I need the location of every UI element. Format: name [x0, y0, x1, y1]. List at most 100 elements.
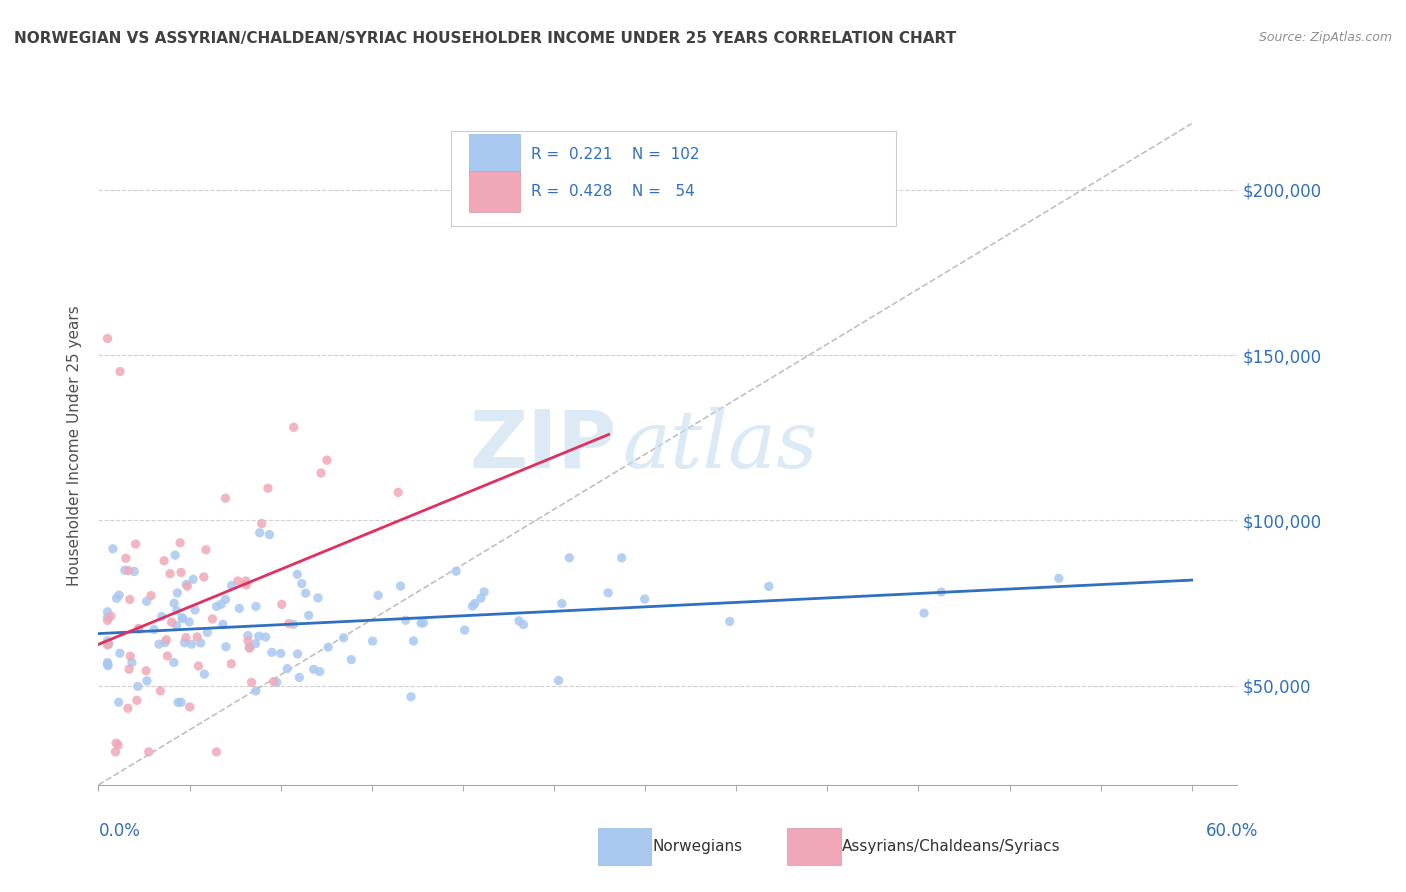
Point	[250, 516, 273, 531]
Point	[266, 675, 288, 690]
Point	[128, 622, 150, 636]
Text: R =  0.428    N =   54: R = 0.428 N = 54	[531, 185, 695, 199]
Point	[283, 420, 305, 434]
Point	[277, 616, 299, 631]
Point	[214, 491, 236, 506]
Point	[117, 701, 139, 715]
Point	[163, 656, 186, 670]
Point	[214, 592, 236, 607]
Point	[170, 695, 193, 709]
Point	[240, 675, 263, 690]
Point	[395, 613, 418, 627]
Point	[598, 586, 620, 600]
Point	[235, 574, 257, 588]
Point	[108, 365, 131, 379]
Text: NORWEGIAN VS ASSYRIAN/CHALDEAN/SYRIAC HOUSEHOLDER INCOME UNDER 25 YEARS CORRELAT: NORWEGIAN VS ASSYRIAN/CHALDEAN/SYRIAC HO…	[14, 31, 956, 46]
Point	[247, 629, 270, 643]
Point	[444, 564, 467, 578]
Point	[245, 599, 267, 614]
Point	[114, 551, 136, 566]
Point	[96, 638, 118, 652]
Point	[239, 641, 262, 656]
FancyBboxPatch shape	[468, 134, 520, 175]
Point	[472, 585, 495, 599]
Point	[294, 586, 316, 600]
Point	[399, 690, 422, 704]
Point	[470, 591, 492, 606]
Point	[508, 614, 530, 628]
Point	[166, 586, 188, 600]
Point	[190, 636, 212, 650]
Point	[96, 332, 118, 346]
Point	[270, 598, 292, 612]
Point	[257, 481, 280, 495]
Point	[298, 608, 321, 623]
Point	[547, 673, 569, 688]
Point	[117, 564, 139, 578]
Text: 60.0%: 60.0%	[1206, 822, 1258, 840]
Point	[316, 453, 339, 467]
Point	[634, 592, 657, 607]
FancyBboxPatch shape	[451, 131, 896, 226]
Point	[412, 615, 434, 630]
Point	[120, 649, 142, 664]
Point	[127, 622, 149, 636]
Point	[150, 609, 173, 624]
Point	[332, 631, 354, 645]
Point	[135, 673, 157, 688]
Point	[215, 640, 238, 654]
Point	[340, 652, 363, 666]
Point	[107, 738, 129, 752]
Point	[367, 588, 389, 602]
Point	[135, 594, 157, 608]
Text: Assyrians/Chaldeans/Syriacs: Assyrians/Chaldeans/Syriacs	[842, 839, 1060, 854]
Point	[180, 637, 202, 651]
Point	[221, 578, 243, 592]
Point	[165, 548, 187, 562]
Point	[283, 617, 305, 632]
Y-axis label: Householder Income Under 25 years: Householder Income Under 25 years	[67, 306, 83, 586]
Point	[461, 599, 484, 614]
Point	[96, 633, 118, 648]
Point	[138, 745, 160, 759]
Point	[551, 597, 574, 611]
Point	[97, 637, 120, 651]
Point	[276, 662, 298, 676]
Point	[758, 579, 780, 593]
Point	[249, 525, 271, 540]
Point	[96, 610, 118, 624]
Point	[127, 679, 149, 693]
Point	[285, 567, 308, 582]
Point	[172, 611, 194, 625]
Point	[254, 630, 277, 644]
Point	[512, 617, 534, 632]
Point	[245, 684, 267, 698]
FancyBboxPatch shape	[468, 171, 520, 212]
Point	[121, 656, 143, 670]
Point	[287, 647, 309, 661]
Point	[270, 647, 292, 661]
Point	[226, 574, 249, 588]
Point	[118, 662, 141, 676]
Point	[139, 589, 162, 603]
Point	[156, 648, 179, 663]
Point	[163, 596, 186, 610]
Point	[308, 665, 330, 679]
Point	[160, 615, 183, 630]
Point	[153, 635, 176, 649]
Point	[167, 695, 190, 709]
Point	[187, 659, 209, 673]
Point	[170, 566, 193, 580]
Point	[209, 597, 232, 611]
Point	[558, 550, 581, 565]
Point	[453, 623, 475, 637]
Point	[96, 605, 118, 619]
Point	[186, 630, 208, 644]
Point	[245, 637, 267, 651]
Point	[219, 657, 242, 671]
Point	[114, 563, 136, 577]
Point	[176, 579, 198, 593]
Point	[155, 632, 177, 647]
Point	[236, 628, 259, 642]
Point	[307, 591, 329, 605]
